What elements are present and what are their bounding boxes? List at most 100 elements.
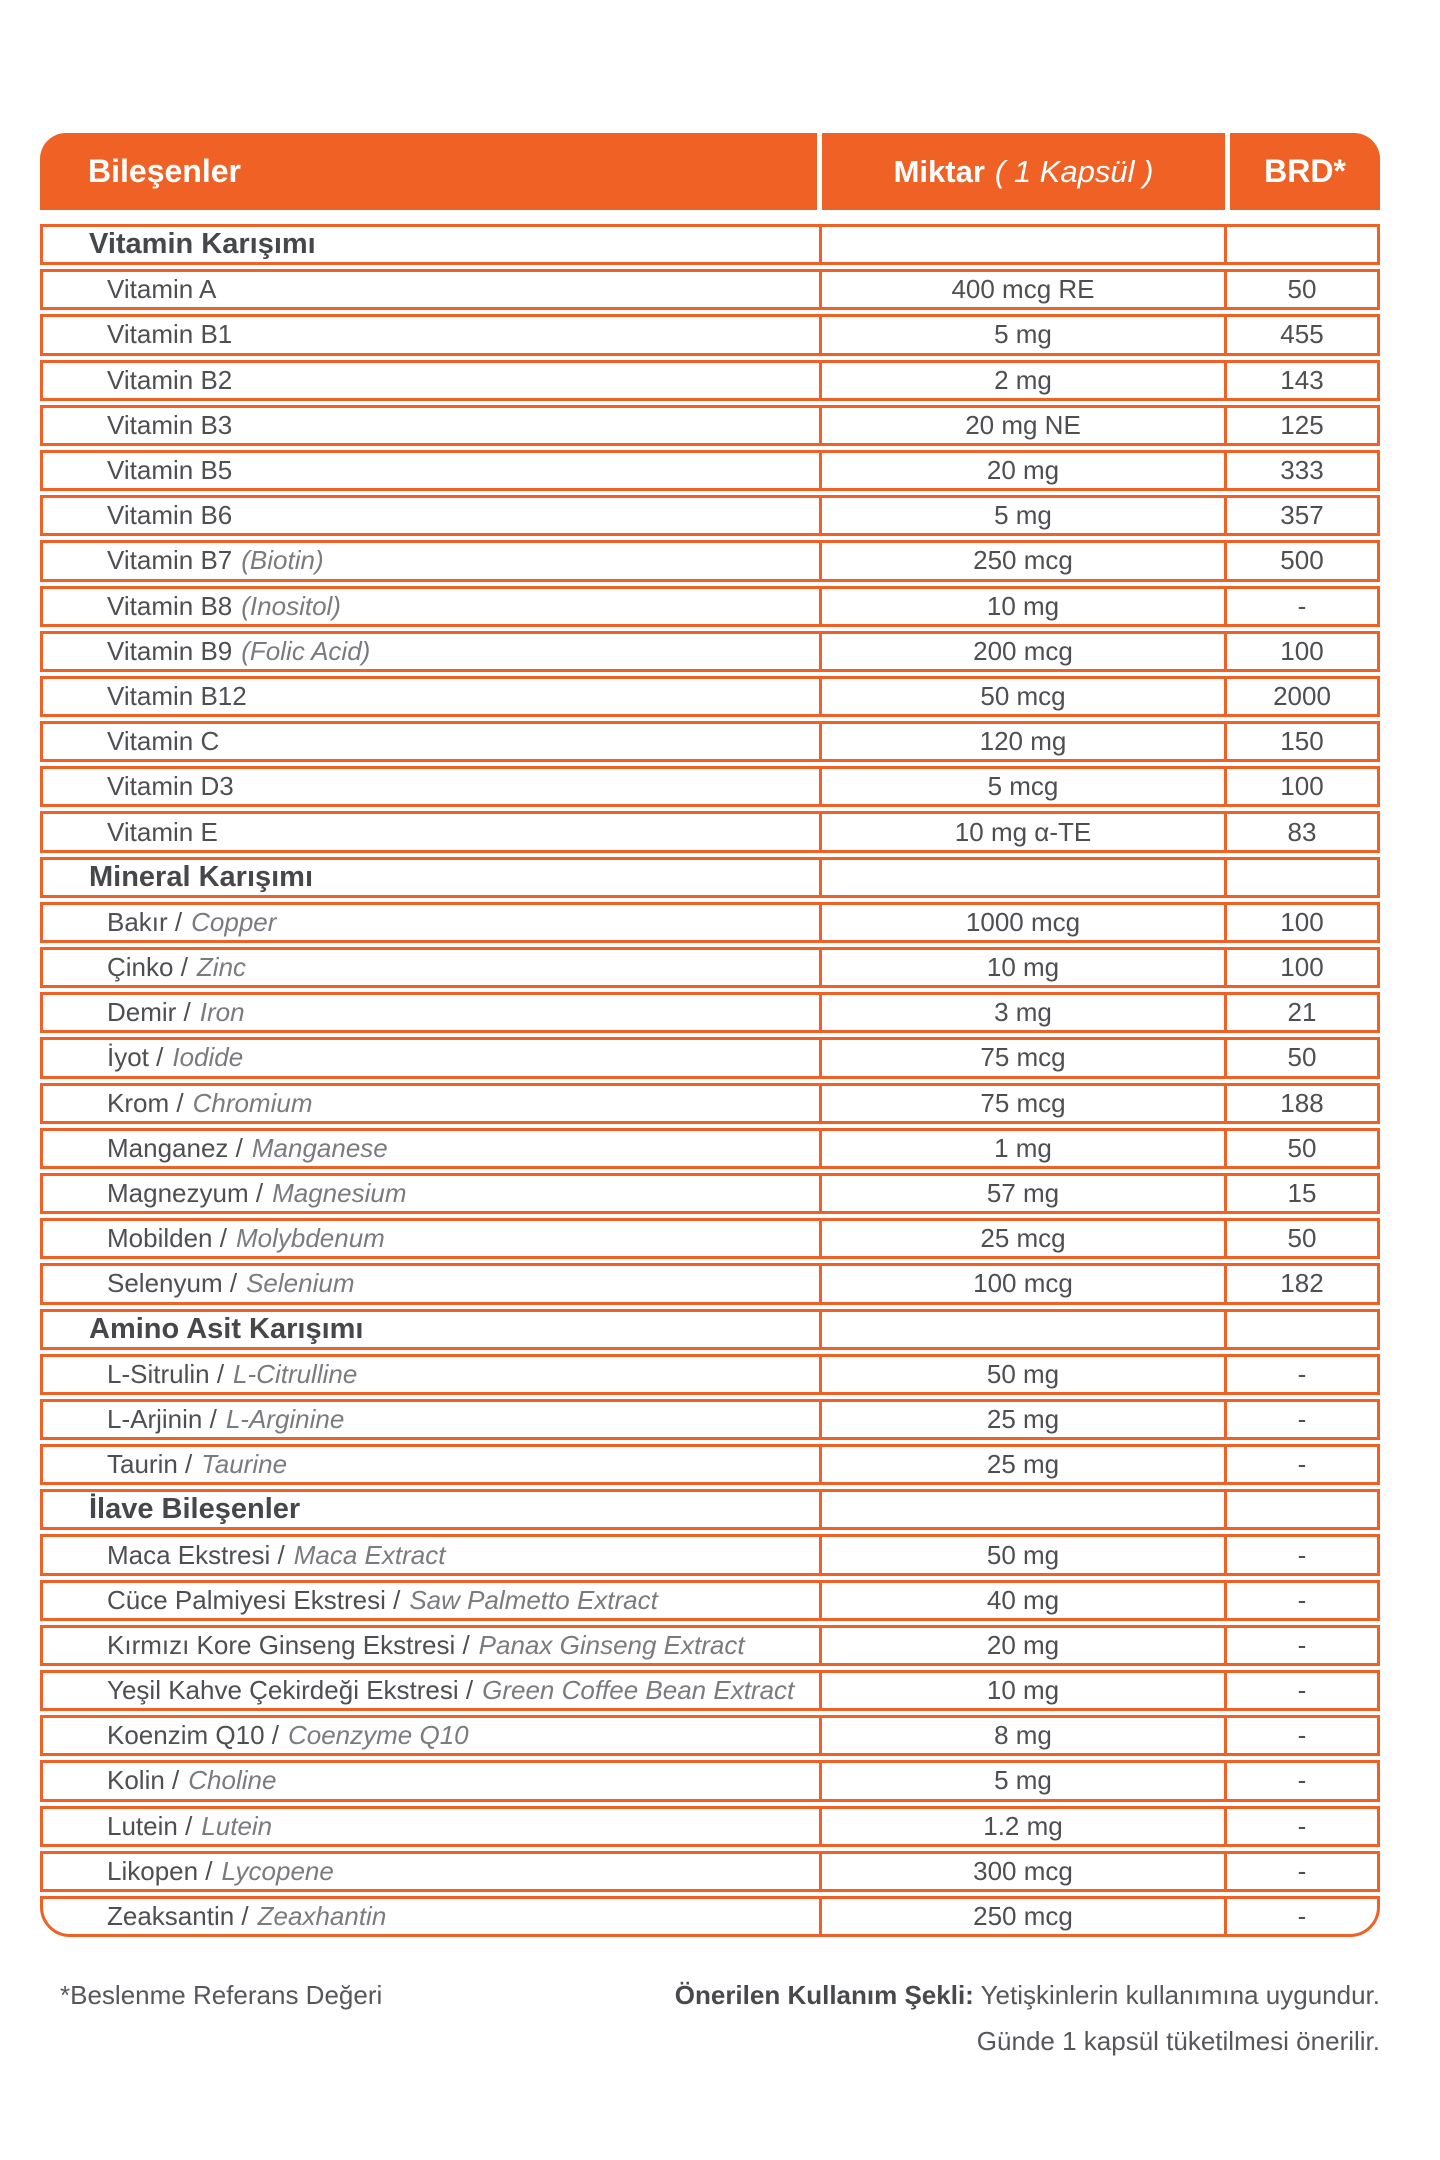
- table-row: Vitamin B8 (Inositol) 10 mg -: [40, 585, 1380, 627]
- section-row: Amino Asit Karışımı: [40, 1308, 1380, 1350]
- ingredient-alt-name: (Inositol): [241, 590, 341, 621]
- ingredient-cell: Mineral Karışımı: [43, 859, 819, 895]
- brd-cell: 50: [1227, 1040, 1377, 1076]
- brd-cell: -: [1227, 1898, 1377, 1935]
- ingredient-alt-name: Iodide: [172, 1042, 244, 1073]
- ingredient-cell: Kırmızı Kore Ginseng Ekstresi / Panax Gin…: [43, 1627, 819, 1663]
- amount-cell: 75 mcg: [822, 1040, 1224, 1076]
- brd-cell: 2000: [1227, 678, 1377, 715]
- table-row: Kırmızı Kore Ginseng Ekstresi / Panax Gin…: [40, 1624, 1380, 1666]
- ingredient-cell: Vitamin E: [43, 814, 819, 850]
- ingredient-cell: Yeşil Kahve Çekirdeği Ekstresi / Green Co…: [43, 1673, 819, 1709]
- ingredient-cell: Vitamin C: [43, 724, 819, 760]
- ingredient-alt-name: Molybdenum: [235, 1223, 385, 1254]
- ingredient-alt-name: Magnesium: [272, 1178, 407, 1209]
- amount-cell: 8 mg: [822, 1718, 1224, 1754]
- amount-cell: [822, 227, 1224, 263]
- amount-cell: 10 mg: [822, 588, 1224, 624]
- brd-cell: -: [1227, 1718, 1377, 1754]
- ingredient-cell: Maca Ekstresi / Maca Extract: [43, 1537, 819, 1573]
- ingredient-cell: Kolin / Choline: [43, 1763, 819, 1799]
- ingredient-cell: Vitamin B12: [43, 678, 819, 715]
- amount-cell: 50 mg: [822, 1537, 1224, 1573]
- ingredient-cell: Selenyum / Selenium: [43, 1266, 819, 1302]
- amount-cell: 1.2 mg: [822, 1808, 1224, 1844]
- ingredient-cell: Vitamin B8 (Inositol): [43, 588, 819, 624]
- ingredient-cell: Mobilden / Molybdenum: [43, 1221, 819, 1257]
- brd-cell: -: [1227, 1853, 1377, 1889]
- ingredient-alt-name: L-Arginine: [225, 1403, 345, 1434]
- brd-cell: -: [1227, 1401, 1377, 1438]
- ingredient-alt-name: Maca Extract: [293, 1539, 446, 1570]
- ingredient-cell: Vitamin Karışımı: [43, 227, 819, 263]
- ingredient-cell: Koenzim Q10 /Coenzyme Q10: [43, 1718, 819, 1754]
- amount-cell: [822, 859, 1224, 895]
- brd-cell: -: [1227, 1627, 1377, 1663]
- table-row: Selenyum / Selenium 100 mcg 182: [40, 1263, 1380, 1305]
- usage-directions: Önerilen Kullanım Şekli: Yetişkinlerin k…: [675, 1972, 1380, 2064]
- table-row: Vitamin B5 20 mg 333: [40, 449, 1380, 492]
- ingredient-alt-name: Manganese: [251, 1132, 388, 1163]
- table-row: Zeaksantin / Zeaxhantin 250 mcg -: [40, 1895, 1380, 1938]
- table-row: Taurin / Taurine 25 mg -: [40, 1444, 1380, 1486]
- reference-footnote: *Beslenme Referans Değeri: [60, 1980, 383, 2010]
- ingredient-alt-name: (Biotin): [241, 545, 324, 576]
- ingredient-cell: Cüce Palmiyesi Ekstresi / Saw Palmetto Ex…: [43, 1582, 819, 1618]
- amount-cell: [822, 1311, 1224, 1347]
- ingredient-alt-name: Zeaxhantin: [257, 1901, 387, 1932]
- amount-cell: 25 mg: [822, 1447, 1224, 1483]
- brd-cell: 50: [1227, 1221, 1377, 1257]
- brd-cell: -: [1227, 1447, 1377, 1483]
- brd-cell: -: [1227, 1673, 1377, 1709]
- ingredient-alt-name: (Folic Acid): [241, 635, 371, 666]
- ingredient-cell: L-Arjinin / L-Arginine: [43, 1401, 819, 1438]
- ingredient-cell: Vitamin B9 (Folic Acid): [43, 633, 819, 669]
- usage-text-1: Yetişkinlerin kullanımına uygundur.: [980, 1980, 1380, 2010]
- ingredient-alt-name: Choline: [188, 1765, 277, 1796]
- brd-cell: 143: [1227, 362, 1377, 398]
- ingredient-cell: Amino Asit Karışımı: [43, 1311, 819, 1347]
- table-row: İyot / Iodide 75 mcg 50: [40, 1037, 1380, 1079]
- amount-cell: 5 mcg: [822, 769, 1224, 805]
- amount-cell: 10 mg: [822, 1673, 1224, 1709]
- usage-line-1: Önerilen Kullanım Şekli: Yetişkinlerin k…: [675, 1972, 1380, 2018]
- ingredient-cell: Vitamin B7 (Biotin): [43, 543, 819, 579]
- ingredient-cell: Vitamin B5: [43, 452, 819, 489]
- section-row: Mineral Karışımı: [40, 856, 1380, 898]
- amount-cell: 75 mcg: [822, 1085, 1224, 1121]
- amount-cell: 1000 mcg: [822, 904, 1224, 940]
- header-amount-unit: ( 1 Kapsül ): [994, 153, 1154, 189]
- brd-cell: 100: [1227, 769, 1377, 805]
- brd-cell: 100: [1227, 633, 1377, 669]
- table-row: Vitamin B7 (Biotin) 250 mcg 500: [40, 540, 1380, 582]
- section-row: İlave Bileşenler: [40, 1489, 1380, 1531]
- header-brd: BRD*: [1230, 133, 1380, 210]
- table-row: Demir / Iron 3 mg 21: [40, 992, 1380, 1034]
- ingredient-cell: L-Sitrulin / L-Citrulline: [43, 1356, 819, 1392]
- amount-cell: 400 mcg RE: [822, 272, 1224, 308]
- amount-cell: 100 mcg: [822, 1266, 1224, 1302]
- ingredient-cell: Demir / Iron: [43, 995, 819, 1031]
- brd-cell: -: [1227, 1763, 1377, 1799]
- amount-cell: 2 mg: [822, 362, 1224, 398]
- ingredient-cell: Taurin / Taurine: [43, 1447, 819, 1483]
- ingredient-alt-name: Chromium: [192, 1087, 313, 1118]
- ingredient-cell: Bakır / Copper: [43, 904, 819, 940]
- table-row: Magnezyum / Magnesium 57 mg 15: [40, 1172, 1380, 1215]
- table-row: Vitamin B2 2 mg 143: [40, 359, 1380, 401]
- header-amount: Miktar ( 1 Kapsül ): [822, 133, 1225, 210]
- brd-cell: 182: [1227, 1266, 1377, 1302]
- brd-cell: -: [1227, 1808, 1377, 1844]
- table-row: Lutein / Lutein 1.2 mg -: [40, 1805, 1380, 1847]
- ingredient-alt-name: Copper: [191, 906, 277, 937]
- table-row: L-Sitrulin / L-Citrulline 50 mg -: [40, 1353, 1380, 1395]
- brd-cell: 50: [1227, 272, 1377, 308]
- table-row: Vitamin B12 50 mcg 2000: [40, 675, 1380, 718]
- ingredient-alt-name: Lutein: [201, 1810, 273, 1841]
- ingredient-cell: Krom / Chromium: [43, 1085, 819, 1121]
- brd-cell: -: [1227, 1356, 1377, 1392]
- ingredient-alt-name: Iron: [199, 997, 245, 1028]
- ingredient-cell: Lutein / Lutein: [43, 1808, 819, 1844]
- ingredient-cell: Likopen / Lycopene: [43, 1853, 819, 1889]
